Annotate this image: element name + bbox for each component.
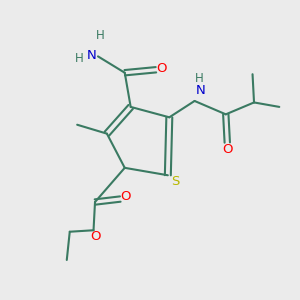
Text: O: O: [223, 142, 233, 156]
Text: N: N: [196, 84, 205, 98]
Text: O: O: [120, 190, 131, 203]
Text: H: H: [96, 29, 104, 42]
Text: O: O: [90, 230, 100, 243]
Text: O: O: [156, 62, 166, 75]
Text: H: H: [195, 72, 203, 85]
Text: S: S: [171, 175, 179, 188]
Text: H: H: [75, 52, 84, 65]
Text: N: N: [87, 49, 97, 62]
